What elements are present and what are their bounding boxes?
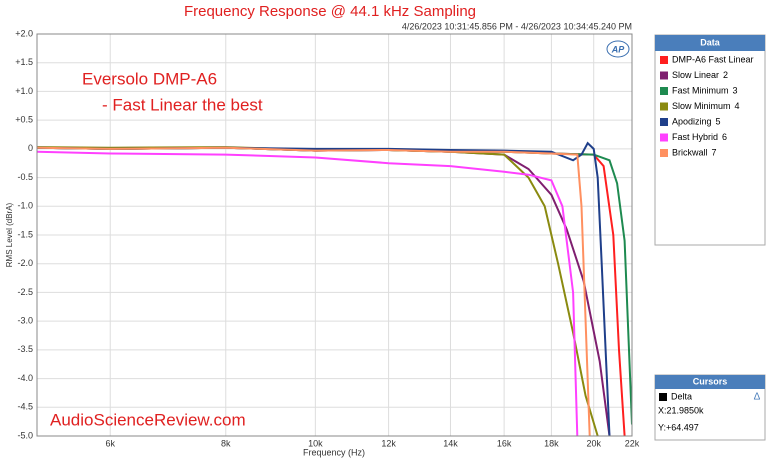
legend-number: 5: [716, 116, 721, 126]
y-tick-label: -0.5: [17, 172, 33, 182]
annotation: Eversolo DMP-A6: [82, 69, 217, 88]
x-axis-label: Frequency (Hz): [303, 447, 365, 457]
x-tick-label: 12k: [381, 438, 396, 448]
legend-number: 6: [722, 132, 727, 142]
x-tick-label: 8k: [221, 438, 231, 448]
legend-label: Fast Hybrid: [672, 132, 718, 142]
y-tick-label: +0.5: [15, 115, 33, 125]
x-tick-label: 22k: [625, 438, 640, 448]
y-tick-label: +1.5: [15, 57, 33, 67]
x-tick-label: 16k: [497, 438, 512, 448]
legend-label: Apodizing: [672, 116, 712, 126]
legend-label: Brickwall: [672, 147, 708, 157]
legend-number: 3: [733, 85, 738, 95]
x-tick-label: 20k: [586, 438, 601, 448]
y-tick-label: -5.0: [17, 430, 33, 440]
legend-swatch: [660, 133, 668, 142]
legend-title: Data: [700, 37, 721, 47]
y-tick-label: -3.5: [17, 344, 33, 354]
delta-icon: Δ: [754, 392, 761, 403]
annotation: - Fast Linear the best: [102, 95, 263, 114]
cursor-title: Cursors: [693, 376, 728, 386]
series-line: [37, 146, 591, 436]
legend-number: 7: [712, 147, 717, 157]
legend-label: Slow Minimum: [672, 101, 731, 111]
watermark: AudioScienceReview.com: [50, 410, 246, 429]
svg-text:AP: AP: [611, 44, 625, 54]
y-axis-label: RMS Level (dBrA): [5, 202, 14, 267]
plot-lines: [37, 141, 632, 436]
cursor-header: [655, 375, 765, 389]
ap-logo: AP: [606, 40, 630, 58]
legend-swatch: [660, 71, 668, 80]
subtitle: 4/26/2023 10:31:45.856 PM - 4/26/2023 10…: [402, 21, 632, 31]
x-tick-label: 10k: [308, 438, 323, 448]
legend-number: 4: [735, 101, 740, 111]
plot-frame: [36, 33, 633, 437]
y-tick-label: -2.5: [17, 287, 33, 297]
y-tick-label: +2.0: [15, 28, 33, 38]
legend-swatch: [660, 118, 668, 126]
x-tick-label: 18k: [544, 438, 559, 448]
y-tick-label: 0: [28, 143, 33, 153]
x-tick-label: 6k: [105, 438, 115, 448]
series-line: [37, 150, 579, 436]
x-tick-label: 14k: [443, 438, 458, 448]
y-tick-label: +1.0: [15, 86, 33, 96]
cursor-name: Delta: [671, 391, 692, 401]
legend-panel: [654, 34, 766, 246]
y-tick-label: -1.0: [17, 201, 33, 211]
cursor-swatch: [659, 393, 667, 401]
y-tick-label: -3.0: [17, 316, 33, 326]
legend-swatch: [660, 149, 668, 157]
legend-label: Fast Minimum: [672, 85, 729, 95]
y-tick-label: -4.5: [17, 402, 33, 412]
cursor-x: X:21.9850k: [658, 405, 704, 415]
legend-label: Slow Linear: [672, 70, 719, 80]
y-tick-label: -2.0: [17, 258, 33, 268]
legend-label: DMP-A6 Fast Linear: [672, 54, 754, 64]
legend-swatch: [660, 102, 668, 111]
legend-header: [655, 35, 765, 51]
y-tick-label: -1.5: [17, 229, 33, 239]
chart-title: Frequency Response @ 44.1 kHz Sampling: [184, 3, 476, 20]
legend-swatch: [660, 87, 668, 95]
legend-number: 2: [723, 70, 728, 80]
legend-swatch: [660, 56, 668, 64]
cursor-y: Y:+64.497: [658, 422, 699, 432]
y-tick-label: -4.0: [17, 373, 33, 383]
